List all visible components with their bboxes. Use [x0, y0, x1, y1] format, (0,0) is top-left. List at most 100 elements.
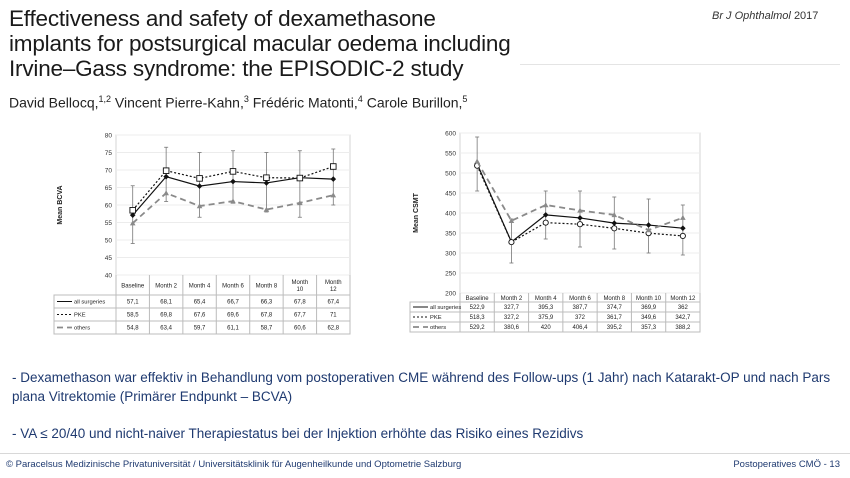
author-affiliation: 1,2	[98, 94, 112, 104]
x-tick-label: Month 10	[636, 296, 662, 302]
author-name: Vincent Pierre-Kahn,	[114, 94, 244, 111]
data-label: 420	[541, 325, 552, 331]
data-label: 67,4	[327, 300, 339, 306]
author-name: David Bellocq,	[9, 94, 99, 111]
series-marker	[263, 180, 270, 186]
author-affiliation: 3	[243, 94, 249, 104]
y-tick-label: 60	[105, 203, 113, 210]
title-divider	[520, 64, 840, 65]
data-label: 388,2	[675, 325, 691, 331]
data-label: 395,2	[607, 325, 623, 331]
data-label: 59,7	[194, 326, 206, 332]
y-axis-label: Mean BCVA	[57, 185, 64, 224]
data-label: 62,8	[327, 326, 339, 332]
data-label: 380,6	[504, 325, 520, 331]
x-tick-label: Month 8	[256, 284, 278, 290]
footer-slide-number: Postoperatives CMÖ - 13	[733, 459, 840, 470]
data-label: 67,6	[194, 313, 206, 319]
data-label: 69,8	[160, 313, 172, 319]
title-line-3: Irvine–Gass syndrome: the EPISODIC-2 stu…	[9, 56, 464, 81]
y-tick-label: 300	[445, 251, 456, 258]
series-marker	[196, 203, 203, 209]
series-marker	[296, 174, 304, 182]
y-tick-label: 200	[445, 291, 456, 298]
series-marker	[577, 207, 583, 213]
y-tick-label: 40	[105, 273, 113, 280]
x-tick-label: Month	[325, 280, 342, 286]
x-tick-label: Month 6	[222, 284, 244, 290]
series-marker	[611, 220, 618, 226]
data-label: 58,7	[261, 326, 273, 332]
x-tick-label: Month 4	[535, 296, 557, 302]
series-marker	[330, 192, 337, 198]
data-label: 61,1	[227, 326, 239, 332]
y-tick-label: 65	[105, 185, 113, 192]
series-marker	[576, 221, 584, 228]
series-marker	[645, 222, 652, 228]
data-label: 372	[575, 315, 586, 321]
y-tick-label: 45	[105, 255, 113, 262]
author-name: Carole Burillon,	[366, 94, 463, 111]
y-tick-label: 80	[105, 133, 113, 140]
title-line-2: implants for postsurgical macular oedema…	[9, 31, 511, 56]
x-tick-label: 10	[297, 287, 304, 293]
x-tick-label: 12	[330, 287, 337, 293]
y-tick-label: 50	[105, 238, 113, 245]
x-tick-label: Month 6	[569, 296, 591, 302]
bcva-chart: 40 45 50 55 60 65 70 75 80 Mean BCVA Baseline Month…	[52, 128, 352, 336]
series-marker	[162, 167, 170, 174]
data-label: 60,6	[294, 326, 306, 332]
y-tick-label: 500	[445, 171, 456, 178]
y-tick-label: 70	[105, 168, 113, 175]
series-marker	[163, 190, 169, 196]
footer-copyright: © Paracelsus Medizinische Privatuniversi…	[6, 459, 462, 470]
y-axis-label: Mean CSMT	[413, 192, 420, 232]
data-label: 65,4	[194, 300, 206, 306]
data-label: 54,8	[127, 326, 139, 332]
y-tick-label: 600	[445, 131, 456, 138]
series-marker	[508, 239, 515, 246]
series-marker	[611, 212, 618, 218]
series-marker	[196, 175, 203, 182]
legend-label: others	[74, 326, 90, 332]
series-marker	[129, 206, 136, 214]
y-tick-label: 75	[105, 150, 113, 157]
title-line-1: Effectiveness and safety of dexamethason…	[9, 6, 436, 31]
footer-divider	[0, 453, 850, 454]
y-tick-label: 400	[445, 211, 456, 218]
legend-label: others	[430, 325, 446, 331]
series-marker	[229, 168, 237, 175]
data-label: 361,7	[607, 315, 623, 321]
x-tick-label: Baseline	[121, 284, 145, 290]
series-marker	[645, 227, 652, 233]
author-affiliation: 5	[462, 94, 468, 104]
data-label: 69,6	[227, 313, 239, 319]
data-label: 342,7	[675, 315, 691, 321]
data-label: 374,7	[607, 305, 623, 311]
x-tick-label: Month 8	[603, 296, 625, 302]
series-marker	[263, 206, 270, 212]
series-marker	[542, 219, 549, 226]
data-label: 522,9	[470, 305, 486, 311]
series-marker	[542, 202, 549, 208]
series-marker	[196, 183, 203, 189]
data-label: 357,3	[641, 325, 657, 331]
data-label: 66,3	[261, 300, 273, 306]
data-label: 327,2	[504, 315, 520, 321]
x-tick-label: Baseline	[466, 296, 490, 302]
legend-label: all surgeries	[430, 305, 461, 311]
series-marker	[680, 225, 686, 231]
slide-notes: - Dexamethason war effektiv in Behandlun…	[12, 368, 832, 443]
series-marker	[330, 163, 337, 170]
bcva-chart-svg: 40 45 50 55 60 65 70 75 80 Mean BCVA Baseline Month…	[53, 133, 351, 335]
series-marker	[263, 174, 270, 181]
data-label: 67,8	[294, 300, 306, 306]
data-label: 529,2	[470, 325, 486, 331]
csmt-chart: 200 250 300 350 400 450 500 550 600 Mean CSMT Base…	[408, 128, 708, 336]
legend-label: PKE	[430, 315, 442, 321]
journal-reference: Br J Ophthalmol 2017	[712, 10, 818, 22]
data-label: 71	[330, 313, 337, 319]
x-tick-label: Month 12	[670, 296, 696, 302]
journal-year: 2017	[793, 10, 819, 22]
data-label: 67,8	[261, 313, 273, 319]
